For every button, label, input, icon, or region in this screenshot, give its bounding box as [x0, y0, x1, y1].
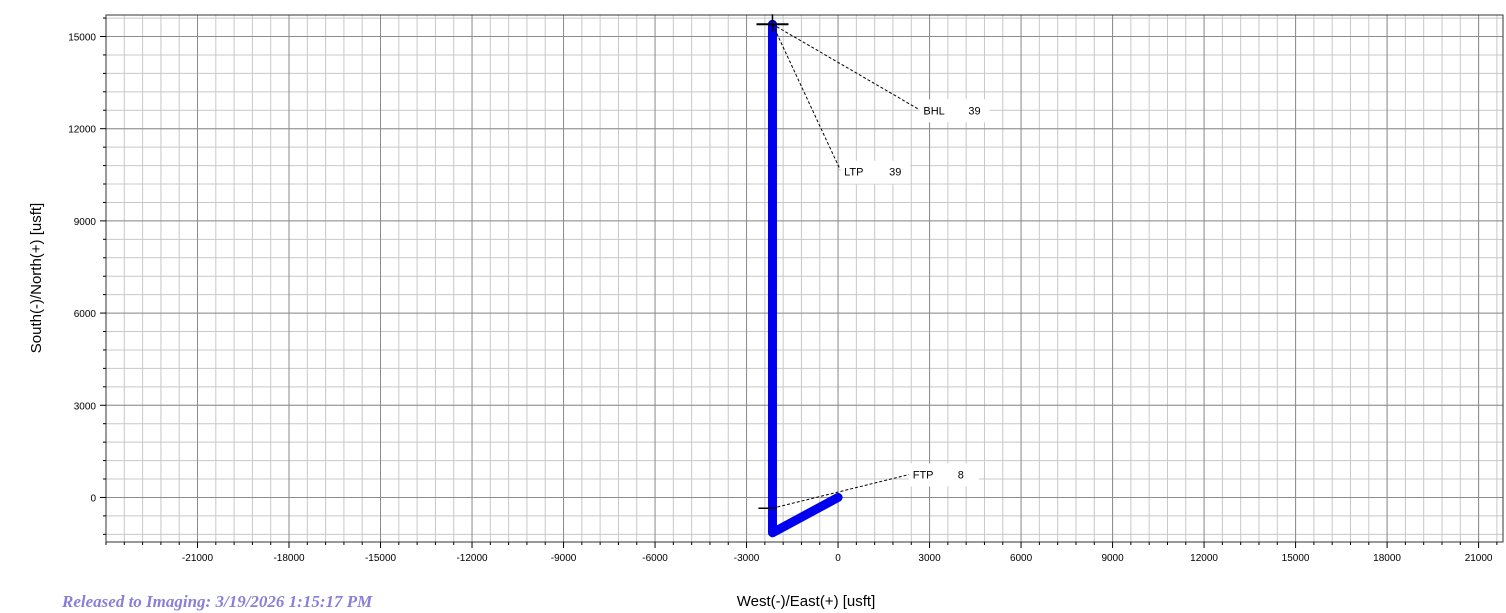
x-axis-title: West(-)/East(+) [usft] [737, 593, 876, 610]
x-tick-label: 0 [835, 553, 841, 564]
series-layer [767, 19, 843, 538]
x-axis: -21000 -18000 -15000 -12000 -9000 -6000 -3000 0… [105, 542, 1498, 564]
x-tick-label: -3000 [734, 553, 760, 564]
annotation-leader-bhl [772, 23, 921, 111]
x-tick-label: -6000 [642, 553, 668, 564]
x-tick-label: -21000 [182, 553, 214, 564]
annotation-label-bhl: BHL 39 [919, 99, 990, 123]
annotation-leader-ltp [772, 24, 842, 172]
annotation-box [919, 99, 990, 123]
annotation-value: 39 [889, 167, 901, 179]
annotation-box [840, 160, 911, 184]
x-tick-label: 9000 [1101, 553, 1124, 564]
y-tick-label: 3000 [74, 401, 97, 412]
y-tick-label: 15000 [68, 33, 96, 44]
x-tick-label: -12000 [456, 553, 488, 564]
y-tick-label: 12000 [68, 125, 96, 136]
annotation-name: BHL [923, 105, 944, 117]
plot-background [106, 15, 1503, 542]
annotation-leader-ftp [772, 473, 910, 509]
x-tick-label: 18000 [1373, 553, 1401, 564]
x-tick-label: 12000 [1190, 553, 1218, 564]
y-axis: 0 3000 6000 9000 12000 15000 [68, 17, 106, 535]
annotation-name: FTP [913, 469, 934, 481]
plot-frame [105, 14, 1504, 543]
x-tick-label: -9000 [551, 553, 577, 564]
x-tick-label: 3000 [918, 553, 941, 564]
annotation-value: 8 [958, 469, 964, 481]
y-tick-label: 9000 [74, 217, 97, 228]
annotations-layer: BHL 39 LTP 39 FTP 8 [772, 23, 990, 509]
annotation-name: LTP [844, 167, 863, 179]
annotation-value: 39 [968, 105, 980, 117]
x-tick-label: 6000 [1010, 553, 1033, 564]
x-tick-label: 21000 [1465, 553, 1493, 564]
released-to-imaging-note: Released to Imaging: 3/19/2026 1:15:17 P… [62, 592, 373, 611]
x-tick-label: -15000 [365, 553, 397, 564]
annotation-box [908, 463, 979, 487]
wellbore-path-series [767, 19, 843, 538]
x-tick-label: -18000 [273, 553, 305, 564]
major-grid [106, 15, 1503, 542]
annotation-label-ltp: LTP 39 [840, 160, 911, 184]
y-axis-title: South(-)/North(+) [usft] [28, 203, 45, 353]
annotation-label-ftp: FTP 8 [908, 463, 979, 487]
y-tick-label: 0 [90, 493, 96, 504]
y-tick-label: 6000 [74, 309, 97, 320]
x-tick-label: 15000 [1282, 553, 1310, 564]
